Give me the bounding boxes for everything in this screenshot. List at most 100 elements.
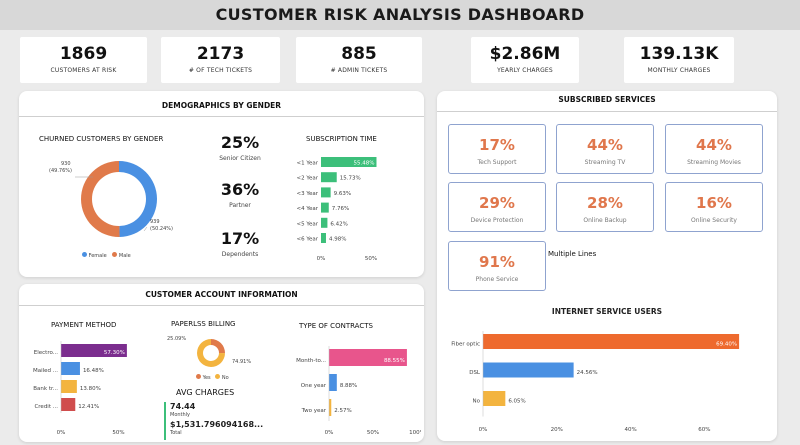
- data-label: 12.41%: [78, 404, 99, 410]
- service-card-online-backup: 28% Online Backup: [556, 182, 654, 232]
- male-leader-line: [143, 226, 148, 232]
- avg-monthly-value: 74.44: [170, 402, 196, 411]
- data-label: 8.88%: [340, 383, 357, 389]
- category-label: <5 Year: [296, 221, 318, 227]
- category-label: Month-to...: [296, 358, 326, 364]
- service-card-phone-service: 91% Phone Service: [448, 241, 546, 291]
- donut-slice-female: [119, 161, 157, 237]
- demographics-panel: DEMOGRAPHICS BY GENDER CHURNED CUSTOMERS…: [19, 91, 424, 277]
- tick-label: 0%: [479, 427, 488, 433]
- legend-male-label: Male: [118, 253, 131, 259]
- tick-label: 0%: [317, 256, 326, 262]
- donut-slice-male: [80, 161, 120, 237]
- bar[interactable]: [321, 217, 328, 228]
- data-label: 7.76%: [332, 206, 349, 212]
- account-panel: CUSTOMER ACCOUNT INFORMATION PAYMENT MET…: [19, 284, 424, 442]
- avg-charges-title: AVG CHARGES: [176, 388, 235, 397]
- bar[interactable]: [61, 362, 80, 375]
- avg-charges-accent: [164, 402, 166, 440]
- kpi-label: MONTHLY CHARGES: [647, 67, 711, 74]
- bar[interactable]: [329, 374, 337, 391]
- contracts-title: TYPE OF CONTRACTS: [299, 322, 373, 330]
- demographics-title: DEMOGRAPHICS BY GENDER: [161, 101, 282, 110]
- data-label: 13.80%: [80, 386, 101, 392]
- services-panel: SUBSCRIBED SERVICES 17% Tech Support 44%…: [437, 91, 777, 441]
- kpi-value: 2173: [196, 44, 245, 64]
- service-name: Online Security: [691, 217, 737, 224]
- service-name: Phone Service: [475, 276, 519, 283]
- female-count-label: 930: [61, 161, 71, 167]
- bar[interactable]: [483, 391, 506, 406]
- bar[interactable]: [321, 187, 331, 198]
- bar[interactable]: [61, 380, 77, 393]
- bar[interactable]: [329, 349, 407, 366]
- data-label: 2.57%: [334, 408, 351, 414]
- stat-partner: 36% Partner: [215, 180, 265, 209]
- bar[interactable]: [321, 157, 377, 167]
- paperless-title: PAPERLSS BILLING: [171, 320, 236, 328]
- churn-gender-title: CHURNED CUSTOMERS BY GENDER: [39, 135, 164, 143]
- bar[interactable]: [321, 202, 329, 213]
- panel-divider: [19, 305, 424, 306]
- service-pct: 29%: [479, 194, 515, 212]
- service-name: Online Backup: [583, 217, 627, 224]
- tick-label: 40%: [624, 427, 636, 433]
- service-card-device-protection: 29% Device Protection: [448, 182, 546, 232]
- service-pct: 28%: [587, 194, 623, 212]
- paperless-slice-yes: [211, 339, 225, 354]
- service-name: Tech Support: [477, 159, 517, 166]
- service-pct: 44%: [587, 136, 623, 154]
- bar[interactable]: [61, 398, 76, 411]
- paperless-no-pct: 74.91%: [232, 359, 252, 365]
- payment-method-title: PAYMENT METHOD: [51, 321, 117, 329]
- subscription-time-title: SUBSCRIPTION TIME: [306, 135, 377, 143]
- tick-label: 50%: [112, 430, 124, 436]
- kpi-admin-tickets: 885 # ADMIN TICKETS: [296, 37, 422, 83]
- data-label: 16.48%: [83, 368, 104, 374]
- service-card-tech-support: 17% Tech Support: [448, 124, 546, 174]
- contracts-chart: Month-to... 88.55% One year 8.88% Two year 2.…: [296, 346, 421, 436]
- legend-female-label: Female: [88, 253, 107, 259]
- data-label: 69.40%: [716, 341, 737, 347]
- payment-method-chart: Electro... 57.30% Mailed ... 16.48% Bank tr.…: [33, 341, 127, 436]
- bar[interactable]: [321, 233, 326, 243]
- panel-divider: [19, 116, 424, 117]
- bar[interactable]: [61, 344, 127, 357]
- tick-label: 50%: [365, 256, 377, 262]
- category-label: <6 Year: [296, 237, 318, 243]
- legend-yes-dot: [196, 374, 201, 379]
- male-count-label: 939: [150, 219, 160, 225]
- data-label: 55.48%: [353, 161, 374, 167]
- data-label: 57.30%: [104, 350, 125, 356]
- category-label: <2 Year: [296, 176, 318, 182]
- stat-senior: 25% Senior Citizen: [215, 133, 265, 162]
- stat-label: Dependents: [221, 251, 259, 258]
- data-label: 6.05%: [508, 398, 525, 404]
- service-card-streaming-tv: 44% Streaming TV: [556, 124, 654, 174]
- tick-label: 20%: [551, 427, 563, 433]
- bar[interactable]: [329, 399, 332, 416]
- stat-dependents: 17% Dependents: [215, 229, 265, 258]
- bar[interactable]: [483, 334, 740, 349]
- legend-male-dot: [112, 252, 118, 257]
- category-label: Fiber optic: [451, 341, 480, 347]
- bar[interactable]: [483, 362, 574, 378]
- panel-divider: [437, 111, 777, 112]
- category-label: Two year: [301, 408, 327, 414]
- legend-no-label: No: [221, 375, 229, 381]
- category-label: <1 Year: [296, 161, 318, 167]
- category-label: Mailed ...: [33, 368, 58, 374]
- service-name: Device Protection: [470, 217, 524, 224]
- male-pct-label: (50.24%): [150, 226, 173, 232]
- category-label: Electro...: [34, 350, 58, 356]
- legend-yes-label: Yes: [202, 375, 211, 381]
- kpi-label: # ADMIN TICKETS: [330, 67, 388, 74]
- data-label: 88.55%: [384, 358, 405, 364]
- category-label: Credit ...: [34, 404, 58, 410]
- bar[interactable]: [321, 172, 337, 183]
- paperless-donut-chart: [197, 339, 225, 367]
- tick-label: 0%: [325, 430, 334, 436]
- paperless-legend: Yes No: [196, 374, 229, 381]
- subscription-time-chart: <1 Year 55.48% <2 Year 15.73% <3 Year 9.63% <4…: [296, 157, 377, 262]
- avg-total-value: $1,531.796094168...: [170, 420, 264, 429]
